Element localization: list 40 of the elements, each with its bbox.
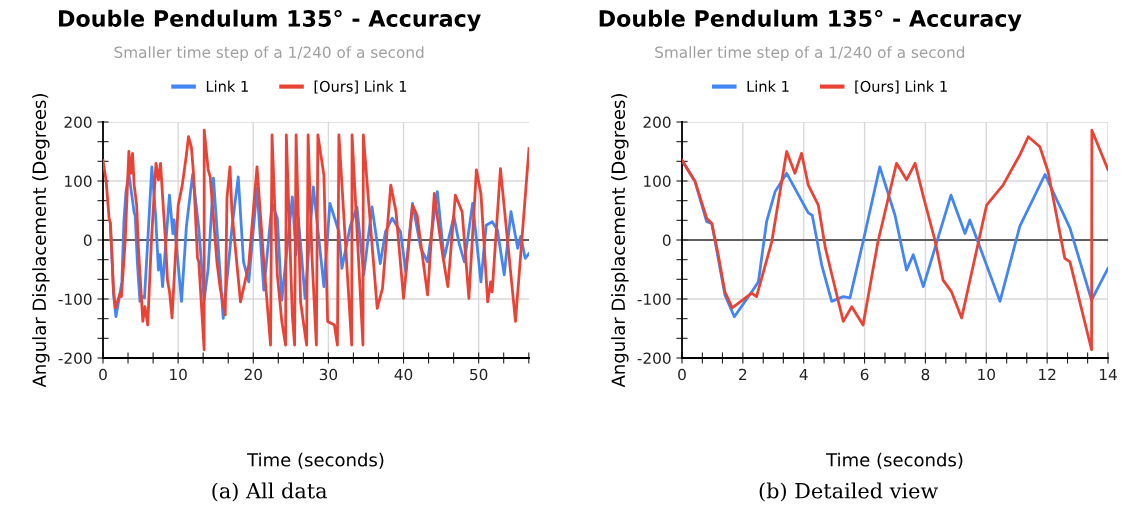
x-tick-label: 2 — [739, 368, 747, 381]
y-tick-label: -200 — [58, 352, 92, 365]
x-tick-label: 30 — [319, 368, 338, 381]
y-tick-label: 0 — [662, 234, 671, 247]
y-tick-label: -100 — [58, 293, 92, 306]
chart-subtitle: Smaller time step of a 1/240 of a second — [114, 46, 424, 61]
x-tick-label: 12 — [1039, 368, 1056, 381]
legend-label: [Ours] Link 1 — [314, 80, 407, 94]
chart-title: Double Pendulum 135° - Accuracy — [599, 9, 1022, 32]
x-tick-label: 50 — [470, 368, 488, 381]
x-tick-label: 14 — [1099, 368, 1117, 381]
legend-label: [Ours] Link 1 — [855, 80, 947, 94]
chart-subtitle: Smaller time step of a 1/240 of a second — [655, 46, 965, 61]
x-tick-label: 10 — [978, 368, 995, 381]
y-tick-label: 100 — [644, 175, 671, 188]
text: (b) Detailed view — [759, 482, 938, 502]
x-tick-label: 0 — [99, 368, 107, 381]
y-axis-title: Angular Displacement (Degrees) — [32, 94, 50, 388]
x-axis-title: Time (seconds) — [247, 452, 384, 469]
chart-title: Double Pendulum 135° - Accuracy — [59, 9, 481, 32]
y-tick-label: 200 — [64, 116, 92, 129]
y-tick-label: -200 — [637, 352, 671, 365]
x-tick-label: 40 — [394, 368, 413, 381]
x-tick-label: 20 — [244, 368, 262, 381]
y-tick-label: 100 — [65, 175, 92, 188]
x-tick-label: 0 — [678, 368, 686, 381]
text: (a) All data — [212, 482, 327, 502]
y-tick-label: -100 — [637, 293, 671, 306]
x-tick-label: 4 — [799, 368, 808, 381]
x-tick-label: 6 — [860, 368, 869, 381]
line-series — [682, 128, 1108, 352]
y-tick-label: 0 — [83, 234, 92, 247]
legend-label: Link 1 — [747, 80, 789, 92]
line-series — [103, 128, 529, 352]
x-axis-title: Time (seconds) — [826, 452, 963, 469]
legend-label: Link 1 — [206, 80, 248, 92]
y-tick-label: 200 — [643, 116, 671, 129]
x-tick-label: 8 — [921, 368, 930, 381]
x-tick-label: 10 — [170, 368, 187, 381]
y-axis-title: Angular Displacement (Degrees) — [611, 94, 629, 388]
